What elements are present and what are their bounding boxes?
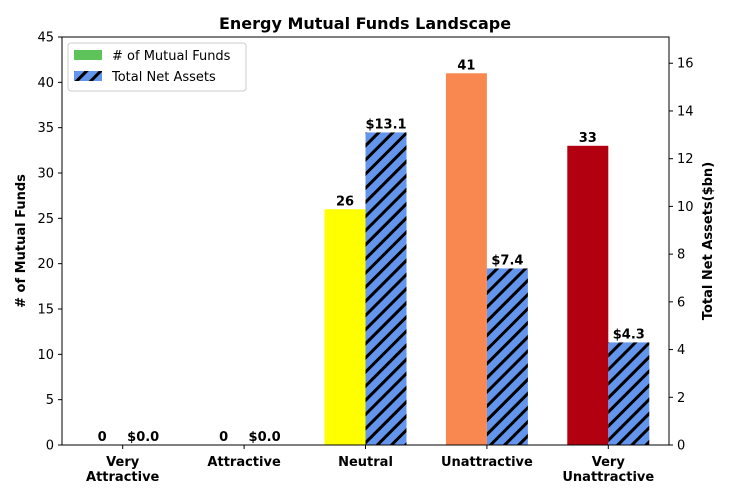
left-tick-label: 35 (37, 121, 54, 136)
data-label-net-assets: $0.0 (249, 430, 281, 445)
left-axis-ticks: 0 5 10 15 20 25 30 35 40 45 (37, 31, 62, 454)
bar-mutual-funds (445, 73, 487, 446)
data-labels: 0 $0.0 0 $0.0 26 $13.1 41 $7.4 33 $4.3 (98, 58, 645, 445)
legend-label-mutual-funds: # of Mutual Funds (112, 49, 231, 64)
right-tick-label: 4 (677, 343, 685, 358)
category-label: Very Unattractive (562, 455, 654, 485)
bar-net-assets (486, 268, 528, 445)
mutual-funds-bars (324, 73, 609, 446)
right-tick-label: 12 (677, 152, 694, 167)
left-tick-label: 40 (37, 76, 54, 91)
net-assets-bars (365, 132, 650, 445)
left-axis-label: # of Mutual Funds (14, 174, 29, 308)
right-axis-label: Total Net Assets($bn) (701, 162, 716, 320)
data-label-mutual-funds: 26 (336, 194, 354, 209)
left-tick-label: 15 (37, 303, 54, 318)
right-tick-label: 6 (677, 295, 685, 310)
bar-net-assets (365, 132, 407, 445)
legend: # of Mutual Funds Total Net Assets (67, 42, 247, 92)
data-label-mutual-funds: 33 (579, 131, 597, 146)
legend-label-net-assets: Total Net Assets (111, 70, 216, 85)
left-tick-label: 45 (37, 31, 54, 46)
data-label-net-assets: $13.1 (365, 117, 406, 132)
category-label: Attractive (207, 455, 281, 470)
legend-box (67, 42, 247, 92)
left-tick-label: 0 (46, 439, 54, 454)
bar-mutual-funds (324, 209, 366, 445)
right-tick-label: 2 (677, 391, 685, 406)
data-label-net-assets: $0.0 (127, 430, 159, 445)
category-label: Very Attractive (86, 455, 160, 485)
data-label-mutual-funds: 0 (219, 430, 228, 445)
legend-swatch-net-assets (74, 71, 102, 81)
right-axis-ticks: 0 2 4 6 8 10 12 14 16 (669, 57, 694, 454)
bar-net-assets (608, 342, 650, 445)
data-label-mutual-funds: 41 (457, 58, 475, 73)
right-tick-label: 16 (677, 57, 694, 72)
data-label-net-assets: $4.3 (613, 327, 645, 342)
data-label-net-assets: $7.4 (491, 253, 523, 268)
category-axis-ticks: Very Attractive Attractive Neutral Unattract… (86, 445, 654, 485)
right-tick-label: 14 (677, 104, 694, 119)
left-tick-label: 5 (46, 393, 54, 408)
left-tick-label: 10 (37, 348, 54, 363)
legend-swatch-mutual-funds (74, 50, 102, 60)
right-tick-label: 10 (677, 200, 694, 215)
left-tick-label: 25 (37, 212, 54, 227)
category-label: Neutral (338, 455, 393, 470)
data-label-mutual-funds: 0 (98, 430, 107, 445)
right-tick-label: 0 (677, 439, 685, 454)
bar-mutual-funds (567, 145, 609, 446)
left-tick-label: 20 (37, 257, 54, 272)
right-tick-label: 8 (677, 248, 685, 263)
category-label: Unattractive (441, 455, 533, 470)
chart-title: Energy Mutual Funds Landscape (219, 14, 511, 33)
left-tick-label: 30 (37, 167, 54, 182)
